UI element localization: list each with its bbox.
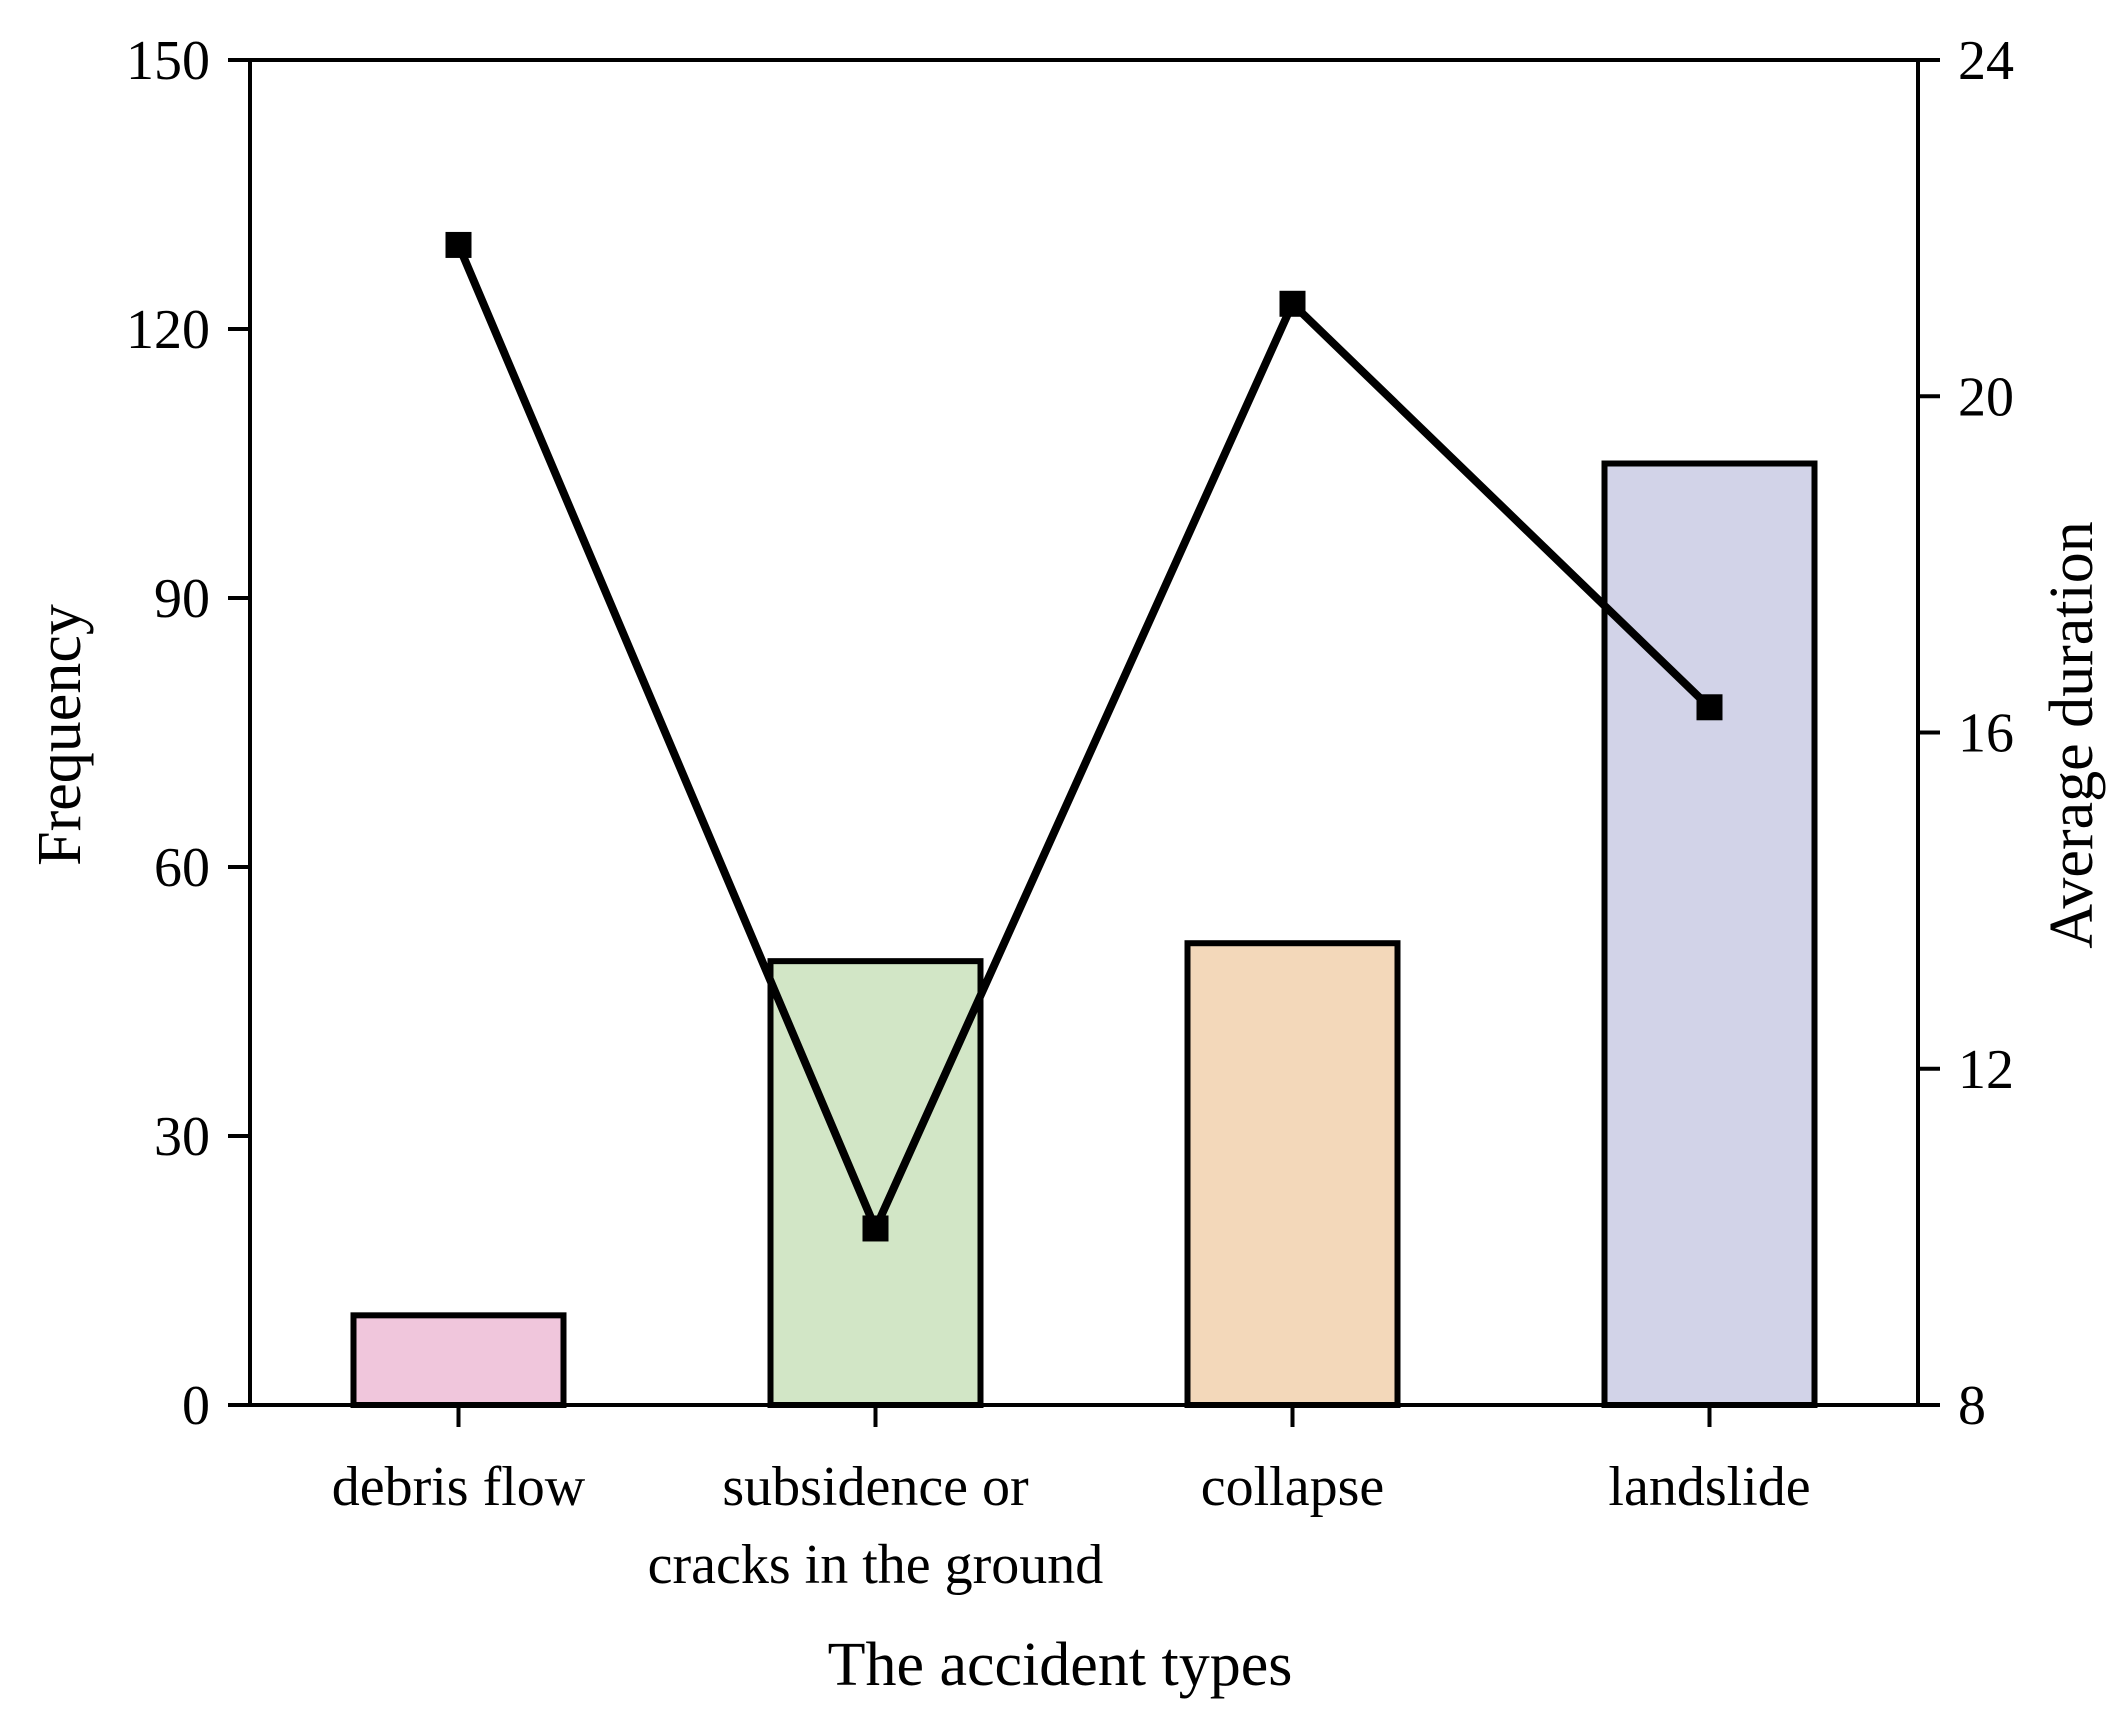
line-layer bbox=[445, 231, 1723, 1242]
x-tick-label-3-0: landslide bbox=[1608, 1456, 1810, 1518]
y-tick-label-5: 150 bbox=[126, 30, 210, 92]
x-tick-label-1-0: subsidence or bbox=[722, 1456, 1029, 1518]
y2-axis-title: Average duration bbox=[2038, 521, 2106, 949]
y-tick-label-3: 90 bbox=[154, 568, 210, 630]
duration-point-3 bbox=[1696, 694, 1723, 721]
y-tick-label-1: 30 bbox=[154, 1106, 210, 1168]
duration-point-0 bbox=[445, 231, 472, 258]
duration-point-1 bbox=[862, 1215, 889, 1242]
bar-3 bbox=[1601, 460, 1818, 1408]
x-tick-label-1-1: cracks in the ground bbox=[648, 1534, 1104, 1596]
duration-line bbox=[454, 243, 1713, 1239]
x-tick-label-2-0: collapse bbox=[1201, 1456, 1384, 1518]
y2-tick-label-1: 12 bbox=[1958, 1039, 2014, 1101]
y2-tick-label-3: 20 bbox=[1958, 366, 2014, 428]
duration-point-2 bbox=[1279, 290, 1306, 317]
bar-0 bbox=[350, 1312, 567, 1409]
y-tick-label-4: 120 bbox=[126, 299, 210, 361]
ticks-layer bbox=[228, 58, 1940, 1427]
y2-tick-label-2: 16 bbox=[1958, 703, 2014, 765]
y-tick-label-0: 0 bbox=[182, 1375, 210, 1437]
y-tick-label-2: 60 bbox=[154, 837, 210, 899]
y2-tick-label-0: 8 bbox=[1958, 1375, 1986, 1437]
bars-layer bbox=[350, 460, 1818, 1409]
bar-1 bbox=[767, 958, 984, 1409]
x-tick-label-0-0: debris flow bbox=[332, 1456, 586, 1518]
y-axis-title: Frequency bbox=[26, 604, 94, 866]
y2-tick-label-4: 24 bbox=[1958, 30, 2014, 92]
x-axis-title: The accident types bbox=[828, 1631, 1293, 1699]
axes-layer bbox=[248, 58, 1920, 1407]
bar-2 bbox=[1184, 940, 1401, 1408]
labels-layer: 0 30 60 90 120 150 8 12 16 20 24 debris flow subside… bbox=[126, 30, 2014, 1596]
